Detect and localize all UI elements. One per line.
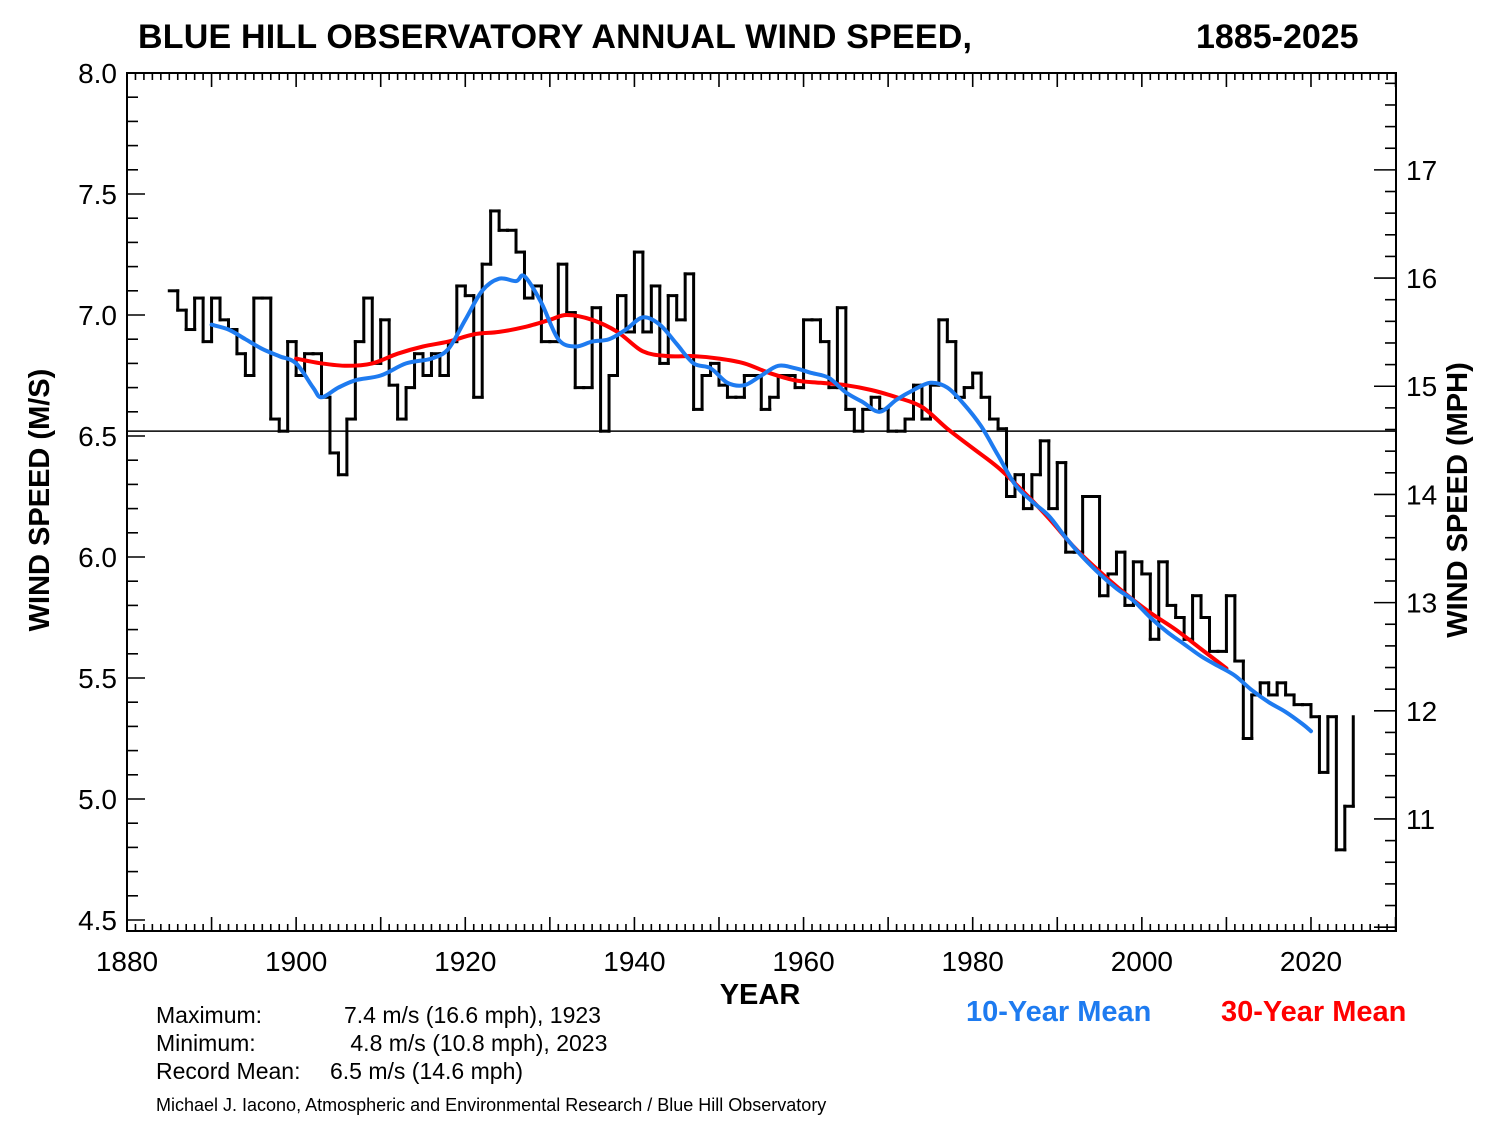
stat-minimum: Minimum: 4.8 m/s (10.8 mph), 2023 [156,1029,607,1057]
x-tick-label: 2020 [1280,946,1342,977]
x-tick-label: 2000 [1111,946,1173,977]
y-tick-label-right: 13 [1406,588,1437,619]
y-tick-label: 5.5 [78,663,117,694]
y-axis-title-left: WIND SPEED (M/S) [24,369,56,632]
series-30-year-mean-line [294,313,1229,671]
y-axis-title-right: WIND SPEED (MPH) [1442,362,1474,638]
y-tick-label-right: 11 [1406,804,1435,835]
y-tick-label: 4.5 [78,905,117,936]
y-tick-label-right: 17 [1406,155,1437,186]
x-tick-label: 1920 [434,946,496,977]
credit-line: Michael J. Iacono, Atmospheric and Envir… [156,1095,827,1115]
x-tick-label: 1960 [772,946,834,977]
x-tick-label: 1880 [96,946,158,977]
x-axis-title: YEAR [720,979,801,1011]
legend-30-year-mean: 30-Year Mean [1221,996,1407,1028]
y-tick-label-right: 12 [1406,696,1437,727]
y-tick-label: 6.5 [78,421,117,452]
stat-maximum: Maximum: 7.4 m/s (16.6 mph), 1923 [156,1001,607,1029]
y-tick-label: 7.0 [78,300,117,331]
y-tick-label: 5.0 [78,784,117,815]
y-tick-label: 6.0 [78,542,117,573]
series-10-year-mean-line [209,273,1313,734]
y-tick-label-right: 16 [1406,263,1437,294]
x-tick-label: 1900 [265,946,327,977]
legend-10-year-mean: 10-Year Mean [966,996,1152,1028]
stat-record-mean-value: 6.5 m/s (14.6 mph) [330,1058,524,1084]
y-tick-label-right: 14 [1406,479,1437,510]
chart-title: BLUE HILL OBSERVATORY ANNUAL WIND SPEED, [138,18,973,56]
stat-record-mean-label: Record Mean: [156,1058,301,1084]
plot-frame [126,72,1397,932]
y-tick-label-right: 15 [1406,371,1437,402]
stats-block: Maximum: 7.4 m/s (16.6 mph), 1923 Minimum… [156,1001,607,1085]
stat-minimum-value: 4.8 m/s (10.8 mph), 2023 [344,1030,608,1056]
stat-maximum-label: Maximum: [156,1002,263,1028]
x-tick-label: 1940 [603,946,665,977]
stat-maximum-value: 7.4 m/s (16.6 mph), 1923 [344,1002,601,1028]
y-tick-label: 7.5 [78,179,117,210]
chart-title-years: 1885-2025 [1196,18,1359,56]
stat-minimum-label: Minimum: [156,1030,256,1056]
y-tick-label: 8.0 [78,58,117,89]
x-tick-label: 1980 [942,946,1004,977]
stat-record-mean: Record Mean: 6.5 m/s (14.6 mph) [156,1057,607,1085]
